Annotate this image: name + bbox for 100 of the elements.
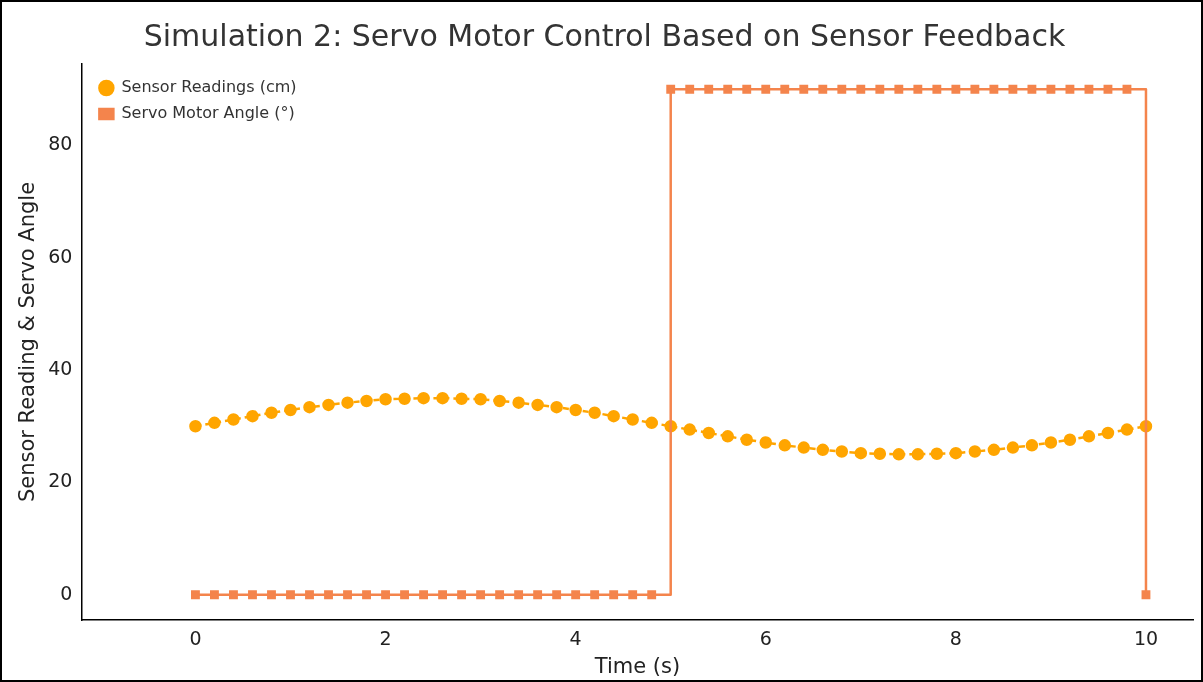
- point: [875, 84, 885, 94]
- point: [951, 84, 961, 94]
- point: [647, 590, 657, 600]
- point: [1006, 441, 1020, 454]
- point: [628, 590, 638, 600]
- point: [569, 403, 582, 417]
- point: [835, 445, 849, 458]
- point: [1008, 84, 1018, 94]
- x-tick-label: 8: [949, 627, 962, 650]
- point: [1065, 84, 1075, 94]
- point: [837, 84, 847, 94]
- point: [970, 84, 980, 94]
- point: [987, 443, 1001, 457]
- x-tick-label: 10: [1133, 627, 1159, 650]
- point: [571, 590, 581, 600]
- point: [436, 391, 449, 405]
- point: [322, 398, 335, 412]
- chart-title: Simulation 2: Servo Motor Control Based on Sensor Feedback: [143, 17, 1066, 53]
- point: [911, 448, 925, 461]
- point: [248, 590, 257, 600]
- point: [531, 398, 544, 412]
- y-axis-title: Sensor Reading & Servo Angle: [15, 181, 40, 503]
- point: [476, 590, 486, 600]
- point: [856, 84, 866, 94]
- point: [324, 590, 333, 600]
- point: [968, 445, 982, 458]
- point: [797, 441, 811, 454]
- point: [723, 84, 733, 94]
- point: [512, 396, 525, 409]
- point: [210, 590, 219, 600]
- point: [1120, 423, 1134, 436]
- y-tick-label: 20: [48, 469, 73, 492]
- point: [284, 403, 297, 417]
- point: [913, 84, 923, 94]
- point: [455, 392, 468, 405]
- point: [1141, 590, 1151, 600]
- point: [1044, 436, 1058, 449]
- point: [227, 413, 240, 426]
- point: [1027, 84, 1037, 94]
- x-tick-label: 6: [759, 627, 772, 650]
- point: [949, 446, 963, 460]
- y-tick-label: 0: [60, 581, 73, 604]
- legend-label: Sensor Readings (cm): [121, 77, 297, 97]
- point: [685, 84, 695, 94]
- point: [702, 426, 715, 440]
- point: [590, 590, 600, 600]
- point: [894, 84, 904, 94]
- point: [265, 406, 278, 420]
- point: [514, 590, 524, 600]
- point: [873, 447, 887, 461]
- point: [286, 590, 295, 600]
- point: [818, 84, 828, 94]
- point: [588, 406, 601, 420]
- legend-label: Servo Motor Angle (°): [121, 103, 295, 123]
- point: [1082, 430, 1096, 443]
- point: [932, 84, 942, 94]
- point: [609, 590, 619, 600]
- point: [303, 400, 316, 414]
- point: [343, 590, 352, 600]
- point: [379, 393, 392, 406]
- x-axis-title: Time (s): [593, 653, 681, 678]
- point: [191, 590, 200, 600]
- point: [208, 416, 221, 430]
- point: [493, 394, 506, 408]
- point: [229, 590, 238, 600]
- point: [189, 419, 202, 433]
- point: [474, 393, 487, 406]
- point: [552, 590, 562, 600]
- point: [381, 590, 390, 600]
- point: [400, 590, 409, 600]
- point: [362, 590, 371, 600]
- point: [398, 392, 411, 405]
- point: [1122, 84, 1132, 94]
- point: [740, 433, 753, 446]
- point: [683, 423, 696, 436]
- x-tick-label: 0: [189, 627, 202, 650]
- point: [930, 447, 944, 461]
- x-tick-label: 2: [379, 627, 392, 650]
- point: [305, 590, 314, 600]
- point: [550, 400, 563, 414]
- point: [1063, 433, 1077, 446]
- point: [626, 413, 639, 426]
- point: [645, 416, 658, 430]
- point: [417, 391, 430, 405]
- point: [742, 84, 752, 94]
- point: [761, 84, 771, 94]
- point: [721, 430, 734, 443]
- point: [341, 396, 354, 409]
- point: [799, 84, 809, 94]
- point: [1101, 426, 1115, 440]
- point: [704, 84, 714, 94]
- point: [1046, 84, 1056, 94]
- point: [533, 590, 543, 600]
- point: [419, 590, 428, 600]
- point: [892, 448, 906, 461]
- point: [1103, 84, 1113, 94]
- y-tick-label: 40: [48, 357, 73, 380]
- point: [360, 394, 373, 408]
- point: [1025, 439, 1039, 452]
- y-tick-label: 60: [48, 244, 73, 267]
